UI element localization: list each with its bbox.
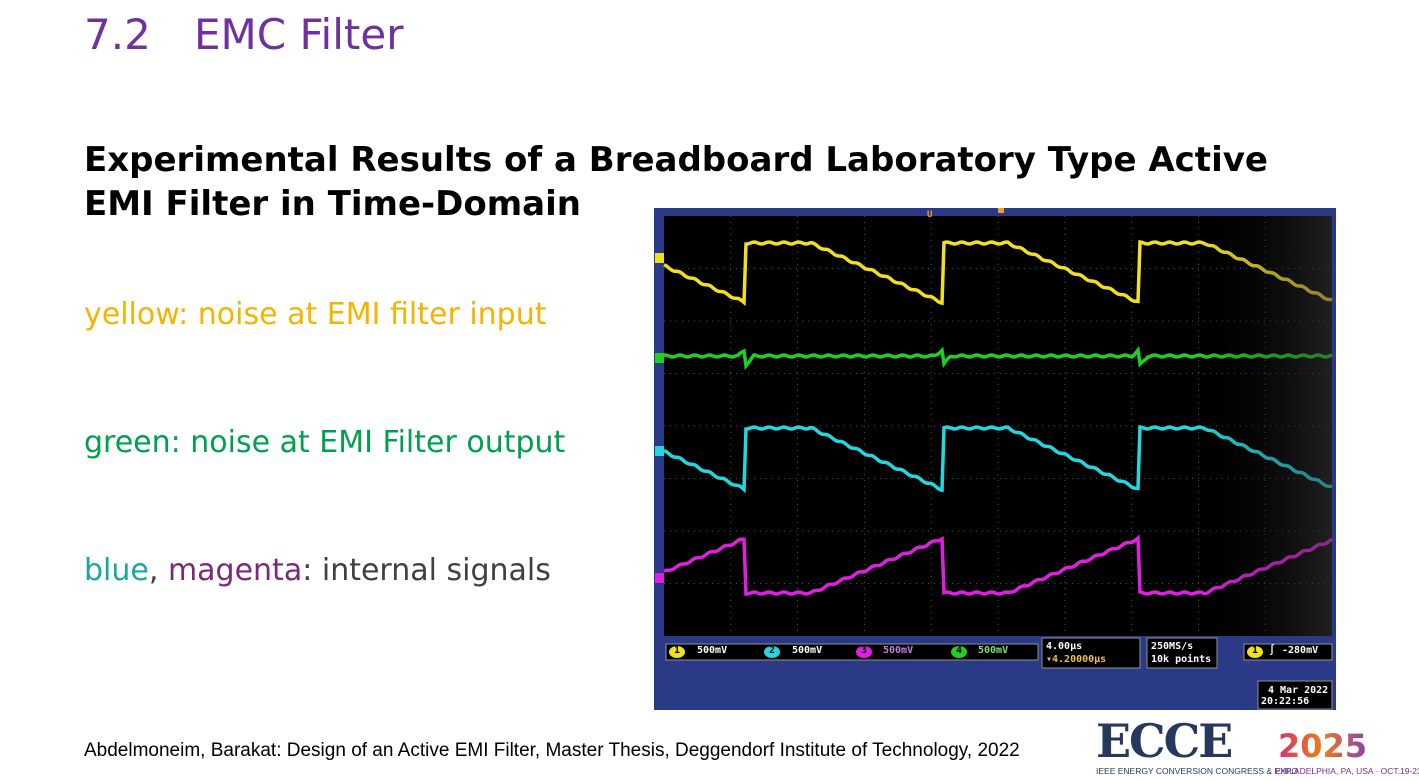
ch3-scale: 500mV: [883, 645, 914, 656]
ch2-scale: 500mV: [792, 645, 823, 656]
legend-rest: : internal signals: [302, 553, 551, 588]
ecce-2025-logo: ECCE 2025 IEEE ENERGY CONVERSION CONGRES…: [1096, 714, 1419, 778]
datetime-box: [1257, 680, 1333, 710]
scope-time: 20:22:56: [1261, 696, 1310, 707]
trigger-level-readout: -280mV: [1282, 645, 1319, 656]
logo-conference-line: IEEE ENERGY CONVERSION CONGRESS & EXPO: [1096, 766, 1299, 776]
sample-rate-readout: 250MS/s: [1151, 641, 1194, 652]
ch4-scale: 500mV: [978, 645, 1009, 656]
legend-blue-magenta: blue, magenta: internal signals: [84, 551, 551, 591]
status-readout-box: [1146, 637, 1218, 669]
section-number: 7.2: [84, 10, 151, 59]
section-title: 7.2 EMC Filter: [84, 10, 403, 59]
slide-heading: Experimental Results of a Breadboard Lab…: [84, 140, 1268, 224]
ch3-badge-num: 3: [861, 645, 868, 656]
ch1-scale: 500mV: [697, 645, 728, 656]
logo-location-line: PHILADELPHIA, PA, USA · OCT.19-23: [1275, 766, 1419, 776]
trigger-time-marker: [998, 208, 1004, 213]
trigger-delay-readout: ▾4.20000µs: [1046, 654, 1107, 665]
channel-ground-marker: [655, 446, 664, 456]
timebase-readout: 4.00µs: [1046, 641, 1083, 652]
scope-date: 4 Mar 2022: [1268, 685, 1329, 696]
status-readout-box: [665, 643, 1039, 661]
channel-ground-marker: [655, 253, 664, 263]
legend-green: green: noise at EMI Filter output: [84, 425, 566, 460]
legend-yellow: yellow: noise at EMI filter input: [84, 297, 547, 332]
ch2-badge-num: 2: [769, 645, 776, 656]
legend-separator: ,: [148, 553, 168, 588]
channel-ground-marker: [655, 573, 664, 583]
trigger-channel-num: 1: [1252, 645, 1259, 656]
section-title-text: EMC Filter: [194, 10, 404, 59]
channel-badge: [951, 646, 967, 658]
logo-word: ECCE: [1096, 714, 1233, 768]
channel-badge: [669, 646, 685, 658]
channel-ground-marker: [655, 353, 664, 363]
status-readout-box: [1243, 643, 1333, 661]
oscilloscope-screenshot: 500mV 500mV 500mV 500mV 1 2 3 4 4.00µs ▾…: [654, 208, 1336, 710]
channel-badge: [1247, 646, 1263, 658]
trigger-position-marker: U: [927, 210, 933, 220]
channel-badge: [764, 646, 780, 658]
oscilloscope-display: [655, 208, 1334, 710]
record-length-readout: 10k points: [1151, 654, 1212, 665]
citation: Abdelmoneim, Barakat: Design of an Activ…: [84, 740, 1020, 761]
legend-blue-word: blue: [84, 553, 149, 588]
status-readout-box: [1041, 637, 1141, 669]
ch1-badge-num: 1: [674, 645, 681, 656]
trigger-edge-icon: ∫: [1269, 645, 1276, 656]
legend-magenta-word: magenta: [167, 553, 303, 588]
scope-vignette: [664, 216, 1332, 636]
ch4-badge-num: 4: [956, 645, 963, 656]
channel-badge: [856, 646, 872, 658]
logo-year: 2025: [1278, 727, 1368, 765]
